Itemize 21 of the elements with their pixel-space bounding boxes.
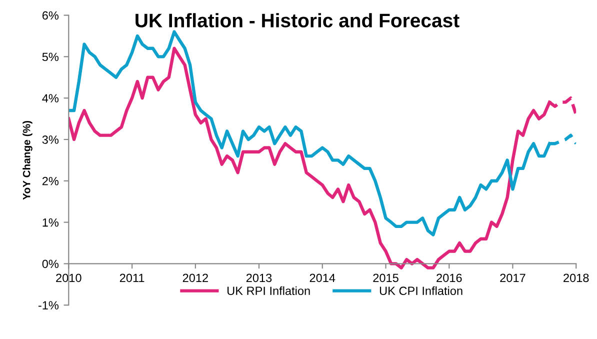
- y-tick-label: 4%: [42, 94, 59, 102]
- x-tick-label: 2012: [182, 274, 208, 282]
- x-tick-label: 2015: [373, 274, 398, 282]
- x-tick-label: 2010: [56, 274, 82, 282]
- x-tick-label: 2013: [246, 274, 272, 282]
- x-tick-label: 2011: [120, 274, 144, 282]
- y-tick-label: 6%: [42, 11, 59, 20]
- legend-label: UK CPI Inflation: [380, 286, 462, 296]
- y-tick-label: 2%: [42, 176, 59, 186]
- y-tick-label: 3%: [42, 136, 59, 144]
- y-tick-label: 0%: [42, 260, 59, 268]
- y-axis-title: YoY Change (%): [22, 120, 32, 200]
- legend-label: UK RPI Inflation: [228, 286, 310, 296]
- chart-title: UK Inflation - Historic and Forecast: [136, 13, 460, 28]
- x-tick-label: 2014: [310, 274, 336, 282]
- y-tick-label: -1%: [38, 301, 59, 310]
- x-tick-label: 2018: [564, 274, 589, 282]
- y-tick-label: 1%: [42, 218, 59, 227]
- x-tick-label: 2017: [500, 274, 526, 282]
- x-tick-label: 2016: [436, 274, 462, 282]
- y-tick-label: 5%: [42, 52, 59, 62]
